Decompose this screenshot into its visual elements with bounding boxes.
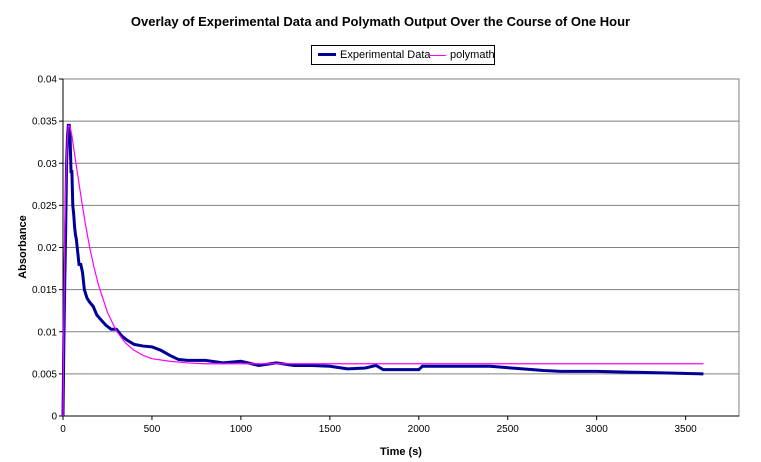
y-tick-label: 0.03	[38, 159, 58, 170]
y-tick-label: 0.01	[38, 327, 58, 338]
x-tick-label: 3500	[675, 424, 698, 435]
x-tick-label: 1500	[319, 424, 342, 435]
legend-swatch-experimental	[318, 53, 336, 56]
series-line-experimental	[61, 123, 704, 417]
x-tick-label: 2500	[497, 424, 520, 435]
x-axis-label: Time (s)	[380, 446, 422, 458]
y-tick-label: 0.005	[32, 369, 57, 380]
x-tick-label: 3000	[586, 424, 609, 435]
y-tick-label: 0.035	[32, 117, 57, 128]
y-tick-label: 0.04	[38, 75, 58, 86]
y-tick-label: 0	[51, 412, 57, 423]
x-tick-label: 0	[60, 424, 66, 435]
x-tick-label: 1000	[230, 424, 253, 435]
legend-swatch-polymath	[428, 55, 446, 56]
chart-title: Overlay of Experimental Data and Polymat…	[130, 14, 631, 29]
x-tick-label: 2000	[408, 424, 431, 435]
series-line-polymath	[62, 124, 704, 417]
y-axis-label: Absorbance	[17, 215, 29, 279]
legend-label-experimental: Experimental Data	[340, 49, 431, 61]
y-tick-label: 0.025	[32, 201, 57, 212]
x-tick-label: 500	[144, 424, 161, 435]
y-tick-label: 0.02	[38, 243, 58, 254]
y-tick-label: 0.015	[32, 285, 57, 296]
legend-label-polymath: polymath	[450, 49, 495, 61]
legend: Experimental Data polymath	[311, 45, 495, 65]
